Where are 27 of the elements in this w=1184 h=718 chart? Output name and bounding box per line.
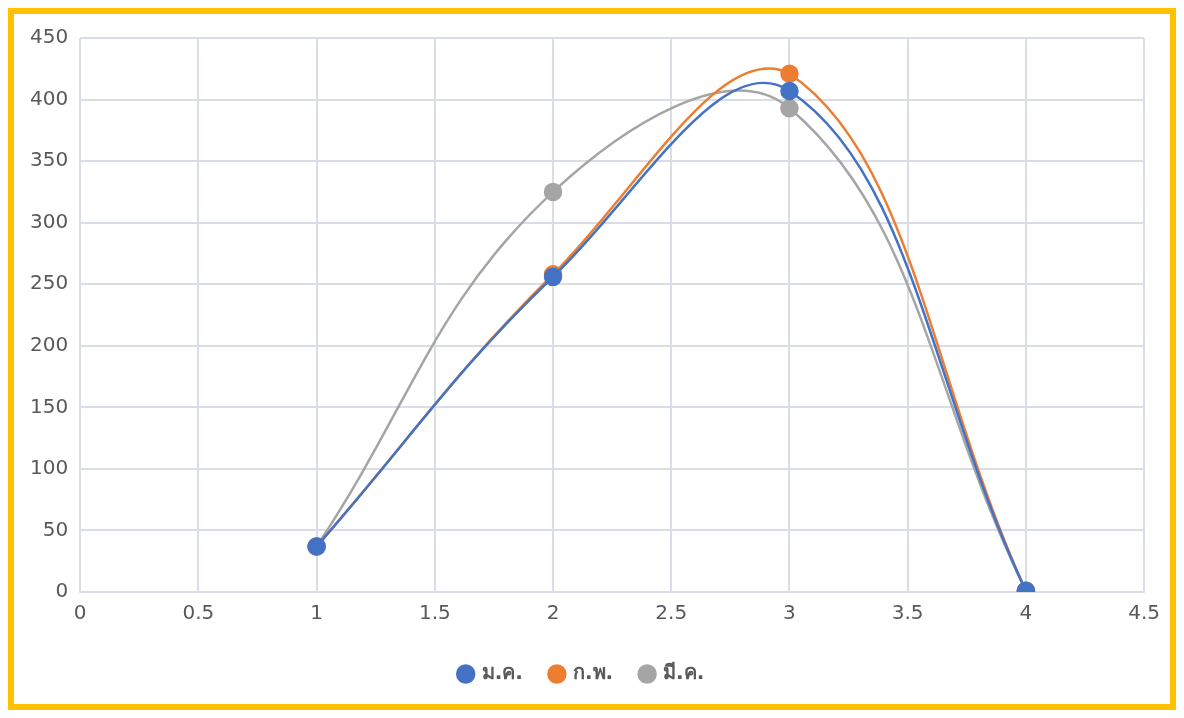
x-tick-label: 2: [546, 600, 560, 625]
point: [780, 98, 799, 118]
x-tick-label: 2.5: [655, 600, 688, 625]
y-tick-label: 450: [29, 24, 69, 49]
y-tick-label: 300: [29, 208, 69, 233]
x-tick-label: 3: [783, 600, 796, 625]
legend-label: มี.ค.: [663, 660, 705, 685]
legend-label: ม.ค.: [481, 660, 523, 685]
y-tick-label: 50: [42, 516, 69, 541]
x-tick-label: 0: [73, 600, 87, 625]
x-tick-label: 1.5: [418, 600, 451, 625]
x-tick-label: 3.5: [891, 600, 924, 625]
x-tick-label: 0.5: [182, 600, 215, 625]
point: [543, 182, 563, 202]
point: [780, 64, 799, 83]
y-tick-label: 250: [29, 270, 69, 295]
y-tick-label: 100: [29, 455, 69, 480]
x-tick-label: 4: [1019, 600, 1033, 625]
y-tick-label: 0: [55, 578, 69, 603]
y-tick-label: 400: [29, 85, 69, 110]
legend-label: ก.พ.: [572, 660, 614, 685]
point: [780, 81, 799, 101]
y-tick-label: 150: [29, 393, 69, 418]
y-tick-label: 350: [29, 147, 69, 172]
x-tick-label: 4.5: [1128, 600, 1160, 625]
x-tick-label: 1: [310, 600, 323, 625]
y-tick-label: 200: [29, 331, 69, 356]
